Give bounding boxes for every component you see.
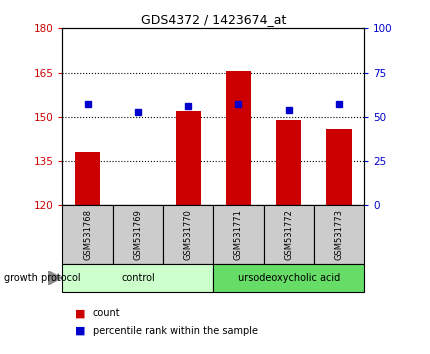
Text: growth protocol: growth protocol — [4, 273, 81, 283]
Bar — [163, 205, 213, 264]
Text: GSM531772: GSM531772 — [284, 209, 292, 260]
Bar — [113, 205, 163, 264]
Bar — [62, 264, 213, 292]
Bar — [213, 264, 363, 292]
Text: count: count — [92, 308, 120, 318]
Bar — [326, 129, 351, 205]
Text: ■: ■ — [75, 326, 86, 336]
Bar — [213, 205, 263, 264]
Text: GSM531771: GSM531771 — [233, 209, 243, 260]
Bar — [62, 205, 113, 264]
Bar — [263, 205, 313, 264]
Bar — [225, 71, 250, 205]
Text: ■: ■ — [75, 308, 86, 318]
Text: GSM531769: GSM531769 — [133, 209, 142, 260]
Bar — [75, 152, 100, 205]
Bar — [313, 205, 363, 264]
Polygon shape — [48, 271, 61, 285]
Text: percentile rank within the sample: percentile rank within the sample — [92, 326, 257, 336]
Bar — [175, 111, 200, 205]
Text: control: control — [121, 273, 154, 283]
Text: ursodeoxycholic acid: ursodeoxycholic acid — [237, 273, 339, 283]
Bar — [276, 120, 301, 205]
Text: GSM531770: GSM531770 — [183, 209, 192, 260]
Text: GSM531773: GSM531773 — [334, 209, 343, 260]
Text: GSM531768: GSM531768 — [83, 209, 92, 260]
Title: GDS4372 / 1423674_at: GDS4372 / 1423674_at — [140, 13, 286, 26]
